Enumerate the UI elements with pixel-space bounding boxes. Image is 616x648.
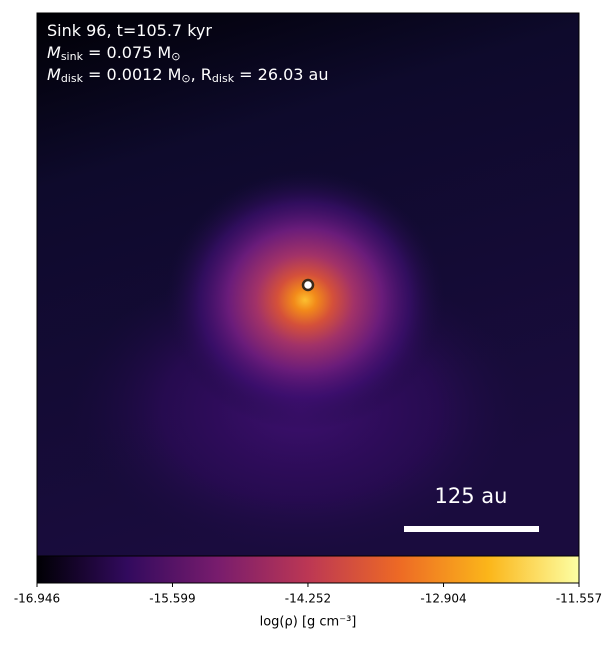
subscript: disk: [61, 72, 84, 85]
tick-label: -11.557: [556, 592, 602, 606]
colorbar: [36, 555, 580, 584]
text-run: , R: [191, 65, 212, 84]
tick-label: -16.946: [14, 592, 60, 606]
tick-label: -12.904: [420, 592, 466, 606]
text-run: = 0.075 M: [83, 43, 171, 62]
density-image: [37, 13, 579, 556]
subscript: ⊙: [171, 50, 180, 63]
annotation-line: Sink 96, t=105.7 kyr: [47, 21, 212, 40]
text-run: Sink 96, t=105.7 kyr: [47, 21, 212, 40]
text-run: = 26.03 au: [234, 65, 328, 84]
colorbar-label: log(ρ) [g cm⁻³]: [260, 615, 357, 630]
subscript: sink: [61, 50, 84, 63]
text-run: M: [47, 65, 61, 84]
text-run: = 0.0012 M: [83, 65, 181, 84]
subscript: disk: [212, 72, 235, 85]
tick-label: -15.599: [149, 592, 195, 606]
sink-marker: [301, 278, 315, 292]
text-run: M: [47, 43, 61, 62]
tick-label: -14.252: [285, 592, 331, 606]
subscript: ⊙: [181, 72, 190, 85]
scale-bar-label: 125 au: [435, 484, 508, 508]
annotation-line: Mdisk = 0.0012 M⊙, Rdisk = 26.03 au: [47, 65, 328, 86]
annotation-line: Msink = 0.075 M⊙: [47, 43, 180, 64]
